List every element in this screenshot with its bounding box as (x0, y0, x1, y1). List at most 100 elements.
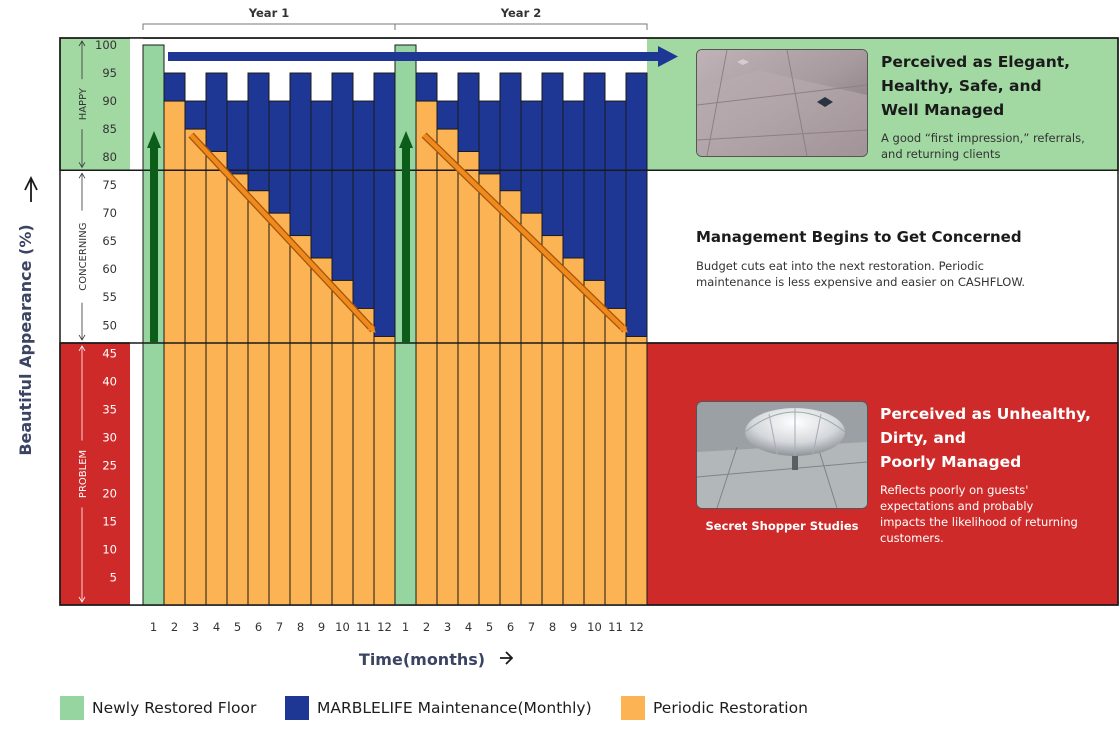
bar-restoration (478, 173, 501, 606)
bar-restoration (310, 257, 333, 606)
y-tick-label: 55 (102, 290, 117, 304)
concerning-top-arrow (78, 172, 86, 179)
x-tick-label: 7 (528, 620, 535, 634)
bar-restoration (268, 212, 291, 606)
happy-top-arrow (78, 40, 86, 47)
y-axis-title-group: Beautiful Appearance (%) (16, 175, 38, 456)
x-tick-label: 3 (444, 620, 451, 634)
legend-swatch (285, 696, 309, 720)
y-tick-label: 10 (102, 542, 117, 556)
bar-restoration (520, 212, 543, 606)
year-bracket (394, 23, 648, 30)
legend-swatch (60, 696, 84, 720)
y-tick-label: 65 (102, 234, 117, 248)
decline-arrow (422, 133, 628, 333)
concerning-desc-line: maintenance is less expensive and easier… (696, 275, 1026, 289)
x-tick-label: 12 (377, 620, 392, 634)
x-tick-label: 4 (465, 620, 472, 634)
x-tick-label: 4 (213, 620, 220, 634)
happy-desc-line: A good “first impression,” referrals, (881, 131, 1085, 145)
concerning-description: Budget cuts eat into the next restoratio… (696, 258, 1116, 290)
problem-label-group: PROBLEM (75, 440, 89, 508)
x-tick-label: 7 (276, 620, 283, 634)
happy-title-line: Healthy, Safe, and (881, 77, 1042, 95)
chart-outline (59, 37, 1119, 606)
bar-restoration (289, 235, 312, 606)
happy-label-group: HAPPY (75, 79, 89, 130)
x-tick-label: 2 (171, 620, 178, 634)
problem-desc-line: impacts the likelihood of returning (880, 515, 1078, 529)
happy-bottom-arrow (78, 162, 86, 169)
x-tick-label: 5 (486, 620, 493, 634)
bar-restoration (184, 128, 207, 606)
problem-top-arrow (78, 345, 86, 352)
x-tick-label: 5 (234, 620, 241, 634)
legend-item-new-floor: Newly Restored Floor (60, 695, 256, 721)
year-label: Year 1 (248, 6, 290, 20)
tick-strip (130, 38, 143, 605)
problem-desc-line: Reflects poorly on guests' (880, 483, 1029, 497)
y-tick-label: 100 (95, 38, 117, 52)
x-tick-label: 12 (629, 620, 644, 634)
problem-title-line: Perceived as Unhealthy, (880, 405, 1091, 423)
x-tick-label: 10 (335, 620, 350, 634)
arrow-up-icon (24, 175, 38, 202)
restore-up-arrow-head (399, 131, 413, 148)
y-tick-label: 85 (102, 122, 117, 136)
x-tick-label: 3 (192, 620, 199, 634)
y-axis-title: Beautiful Appearance (%) (16, 224, 35, 455)
bar-restoration (205, 150, 228, 606)
bar-restoration (415, 100, 438, 606)
restore-up-arrow-shaft (150, 146, 158, 343)
decline-arrow (189, 133, 376, 333)
problem-title-line: Poorly Managed (880, 453, 1022, 471)
x-axis-title: Time(months) (359, 650, 485, 669)
x-tick-label: 2 (423, 620, 430, 634)
x-tick-label: 8 (549, 620, 556, 634)
bar-restoration (163, 100, 186, 606)
concerning-title: Management Begins to Get Concerned (696, 228, 1022, 246)
year-label: Year 2 (500, 6, 542, 20)
x-tick-label: 10 (587, 620, 602, 634)
dome-reflection-photo (696, 401, 868, 509)
legend-label: Newly Restored Floor (92, 699, 257, 717)
arrow-right-icon (500, 651, 514, 665)
happy-label: HAPPY (78, 87, 89, 120)
x-tick-label: 6 (255, 620, 262, 634)
y-tick-label: 90 (102, 94, 117, 108)
x-tick-label: 6 (507, 620, 514, 634)
bar-maintenance (604, 100, 627, 344)
y-tick-label: 40 (102, 374, 117, 388)
problem-description: Reflects poorly on guests' expectations … (880, 482, 1116, 546)
legend-swatch (621, 696, 645, 720)
legend-item-restoration: Periodic Restoration (621, 695, 808, 721)
problem-bottom-arrow (78, 596, 86, 603)
bar-restoration (541, 235, 564, 606)
legend-item-maintenance: MARBLELIFE Maintenance(Monthly) (285, 695, 592, 721)
photo-caption: Secret Shopper Studies (705, 519, 859, 533)
x-tick-label: 1 (150, 620, 157, 634)
x-tick-label: 9 (570, 620, 577, 634)
happy-title: Perceived as Elegant, Healthy, Safe, and… (881, 50, 1117, 122)
y-tick-label: 30 (102, 430, 117, 444)
problem-title-line: Dirty, and (880, 429, 967, 447)
happy-desc-line: and returning clients (881, 147, 1001, 161)
happy-description: A good “first impression,” referrals, an… (881, 130, 1117, 162)
y-tick-label: 75 (102, 178, 117, 192)
concerning-label: CONCERNING (78, 223, 89, 291)
bar-maintenance (373, 72, 396, 344)
x-tick-label: 8 (297, 620, 304, 634)
legend-label: MARBLELIFE Maintenance(Monthly) (317, 699, 592, 717)
happy-title-line: Well Managed (881, 101, 1005, 119)
y-tick-label: 45 (102, 346, 117, 360)
y-tick-label: 60 (102, 262, 117, 276)
bar-maintenance (625, 72, 648, 344)
restore-up-arrow-head (147, 131, 161, 148)
x-tick-label: 11 (608, 620, 623, 634)
bar-restoration (226, 173, 249, 606)
year-bracket (142, 23, 396, 30)
y-tick-label: 35 (102, 402, 117, 416)
bar-restoration (247, 190, 270, 606)
